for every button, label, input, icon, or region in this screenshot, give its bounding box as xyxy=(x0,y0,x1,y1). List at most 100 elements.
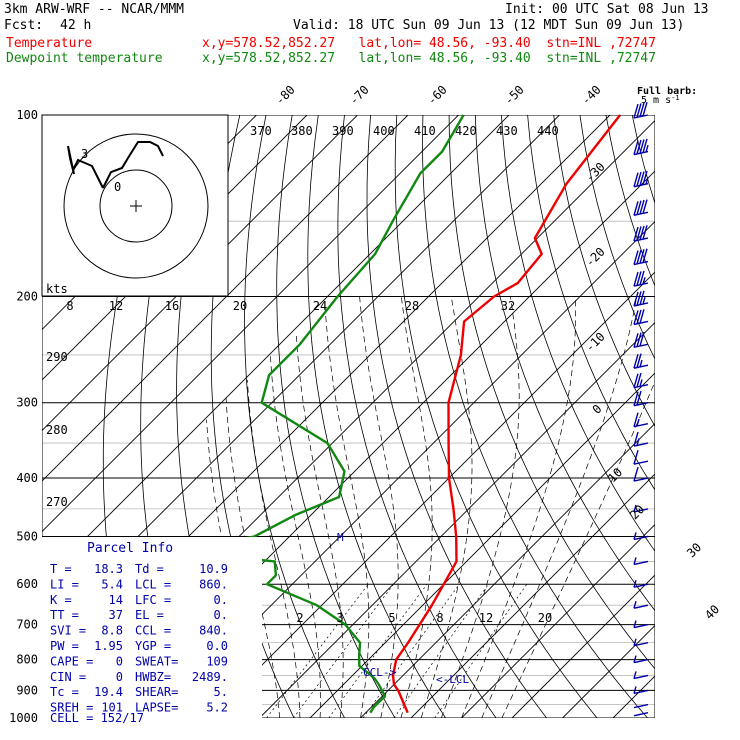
wind-barb xyxy=(633,199,649,216)
wind-barb-flag xyxy=(636,291,642,306)
theta-tick-label: 370 xyxy=(250,124,272,138)
isotherm-line xyxy=(562,624,655,718)
wind-barb-flag xyxy=(636,200,642,215)
mixing-ratio-tick-label: 5 xyxy=(388,611,395,625)
isotherm-line xyxy=(461,523,655,718)
hodograph: 30 xyxy=(41,114,229,297)
wind-barb-half-flag xyxy=(636,418,640,427)
moist-adiabat-line xyxy=(270,354,321,718)
hodograph-ring-inner xyxy=(99,169,173,243)
wind-barb-flag xyxy=(636,271,642,286)
wind-barb-flag xyxy=(633,466,639,482)
wind-barb-staff xyxy=(633,320,649,326)
pressure-tick-label: 800 xyxy=(16,653,38,667)
theta-tick-label: 380 xyxy=(291,124,313,138)
parcel-info-cell: EL = xyxy=(135,608,164,622)
parcel-info-cell: SREH = xyxy=(50,701,93,715)
isotherm-tick-label: -50 xyxy=(502,83,527,108)
wind-barb-staff xyxy=(633,623,649,629)
wind-barb-flag xyxy=(639,249,645,264)
wind-barb-staff xyxy=(633,442,649,447)
temperature-legend-info: x,y=578.52,852.27 lat,lon= 48.56, -93.40… xyxy=(202,36,656,51)
wind-barb-staff xyxy=(633,535,649,541)
wind-barb-flag xyxy=(633,391,639,406)
wind-barb-flag xyxy=(639,171,645,186)
dry-adiabat-line xyxy=(422,115,648,718)
parcel-info-cell: 14 xyxy=(109,593,123,607)
isotherm-line xyxy=(42,115,510,583)
moist-adiabat-line xyxy=(295,333,344,718)
wind-barb-flag xyxy=(636,372,642,388)
wind-barb-staff xyxy=(633,364,649,369)
parcel-info-cell: YGP = xyxy=(135,639,171,653)
forecast-hour: 42 h xyxy=(60,18,92,33)
parcel-info-cell: 2489. xyxy=(192,670,228,684)
wind-barb-flag xyxy=(633,172,639,187)
parcel-info-cell: TT = xyxy=(50,608,79,622)
parcel-info-cell: 19.4 xyxy=(94,685,123,699)
mixing-ratio-tick-label: 3 xyxy=(336,611,343,625)
parcel-info-cell: T = xyxy=(50,562,72,576)
isotherm-line xyxy=(42,115,409,482)
isotherm-tick-label: 30 xyxy=(684,540,704,560)
wind-barb-staff xyxy=(633,282,649,287)
wind-barb-half-flag xyxy=(645,145,649,153)
wind-barb-flag xyxy=(636,226,642,241)
forecast-label: Fcst: xyxy=(4,18,44,33)
dry-adiabat-line xyxy=(579,115,655,360)
parcel-info-cell: LAPSE= xyxy=(135,701,178,715)
parcel-info-cell: CIN = xyxy=(50,670,86,684)
wind-barb-flag xyxy=(633,373,639,388)
wind-barb-half-flag xyxy=(633,532,637,540)
wind-barb xyxy=(633,290,649,307)
dry-adiabat-line xyxy=(501,115,655,552)
parcel-info-cell: CCL = xyxy=(135,624,171,638)
hodograph-speed-tick: 20 xyxy=(233,299,247,313)
wind-barb xyxy=(633,580,649,588)
parcel-info-cell: Tc = xyxy=(50,685,79,699)
wind-barb-flag xyxy=(633,431,639,447)
dry-adiabat-line xyxy=(394,115,598,718)
wind-barb-staff xyxy=(633,560,649,566)
dry-adiabat-line xyxy=(527,115,655,491)
wind-barb-staff xyxy=(633,604,649,609)
parcel-info-cell: 840. xyxy=(199,624,228,638)
parcel-info-cell: 37 xyxy=(109,608,123,622)
isotherm-tick-label: -30 xyxy=(583,160,608,185)
parcel-info-panel: Parcel Info T = 18.3 Td = 10.9 LI = 5.4 LCL = 86… xyxy=(42,537,262,725)
parcel-info-cell: SWEAT= xyxy=(135,654,178,668)
moist-adiabat-line xyxy=(501,380,655,718)
parcel-info-cell: 1.95 xyxy=(94,639,123,653)
wind-barb xyxy=(633,686,649,695)
wind-barb-flag xyxy=(639,102,645,117)
isotherm-line xyxy=(612,675,655,718)
wind-barb-flag xyxy=(633,250,639,265)
wind-barb-staff xyxy=(633,343,649,348)
parcel-info-cell: 5. xyxy=(214,685,228,699)
pressure-tick-label: 300 xyxy=(16,396,38,410)
wind-barb-staff xyxy=(633,703,649,709)
hodograph-trace xyxy=(67,141,164,189)
theta-tick-label: 390 xyxy=(332,124,354,138)
wind-barb-flag xyxy=(636,103,642,118)
isotherm-tick-label: 20 xyxy=(627,502,647,522)
wind-barb-flag xyxy=(642,248,648,263)
parcel-info-cell: 0.0 xyxy=(206,639,228,653)
wind-barbs xyxy=(633,102,649,717)
mixing-ratio-tick-label: 20 xyxy=(538,611,552,625)
hodograph-speed-tick: 8 xyxy=(66,299,73,313)
pressure-tick-label: 1000 xyxy=(9,711,38,725)
wind-barb-flag xyxy=(639,331,645,347)
wind-barb-flag xyxy=(633,291,639,307)
moist-adiabat-line xyxy=(420,296,473,718)
wind-barb-flag xyxy=(639,290,645,305)
isotherm-line xyxy=(360,422,655,718)
wind-barb-staff xyxy=(633,211,649,216)
mixing-ratio-tick-label: 12 xyxy=(479,611,493,625)
parcel-info-cell-motion: CELL = 152/17 xyxy=(50,711,144,725)
parcel-info-cell: 0. xyxy=(214,608,228,622)
wind-barb-staff xyxy=(633,260,649,266)
wind-barb-staff xyxy=(633,383,649,389)
wind-barb-staff xyxy=(633,302,649,307)
